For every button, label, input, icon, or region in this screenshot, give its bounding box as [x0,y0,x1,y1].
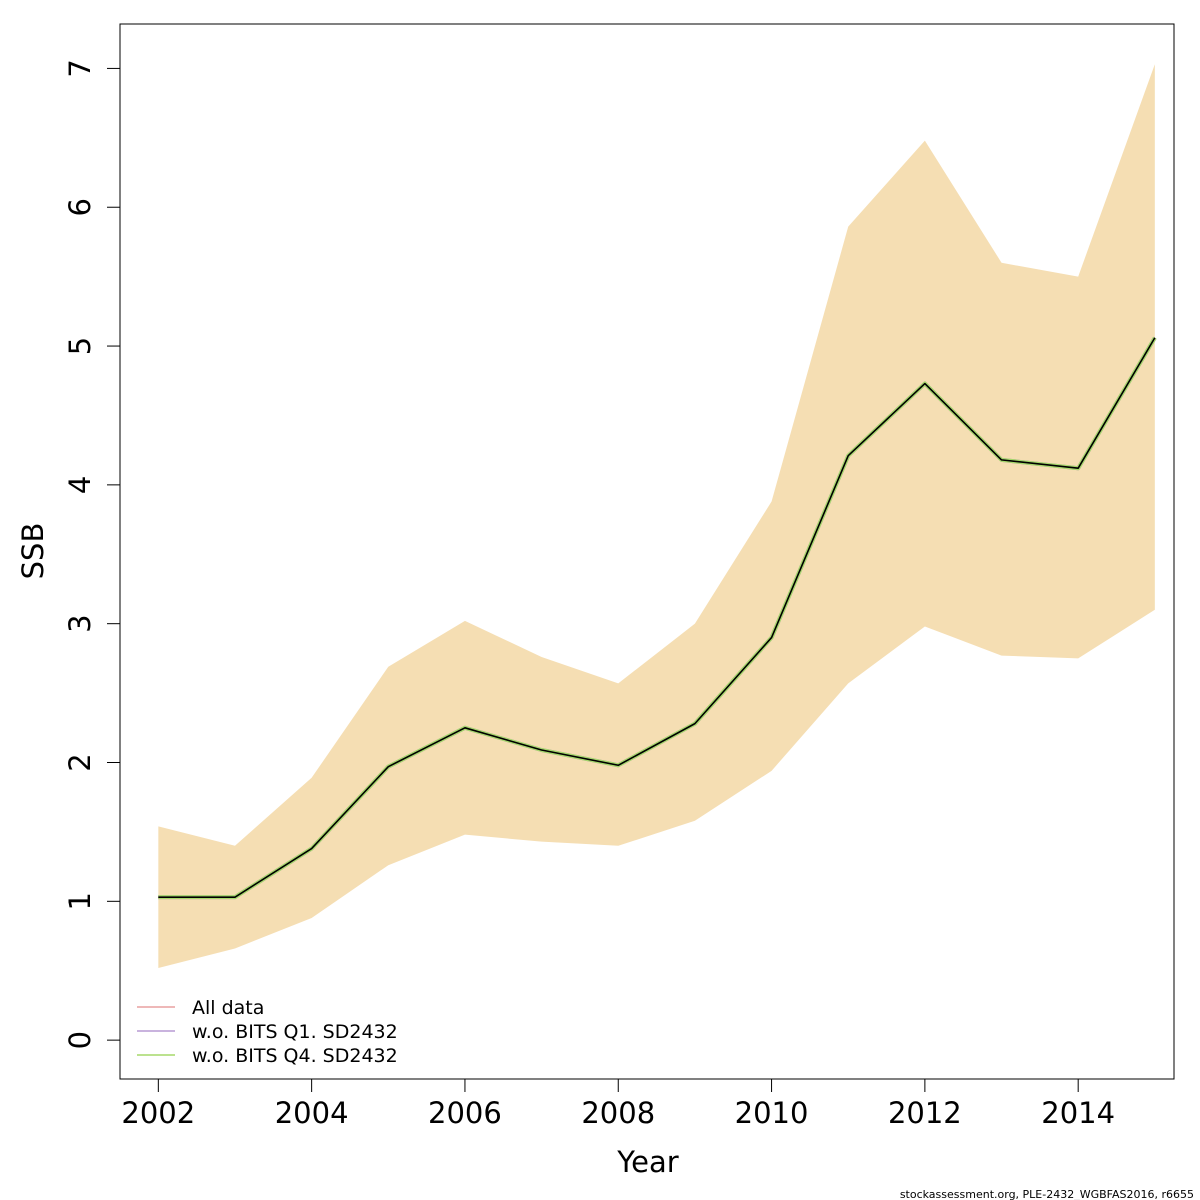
y-tick-label-1: 1 [63,892,97,910]
x-tick-label-2004: 2004 [275,1096,349,1130]
legend-label-3: w.o. BITS Q4. SD2432 [192,1045,398,1067]
x-tick-label-2008: 2008 [581,1096,655,1130]
confidence-band [158,64,1155,968]
y-axis-title: SSB [16,523,50,580]
x-axis-title: Year [616,1145,678,1179]
legend-label-2: w.o. BITS Q1. SD2432 [192,1021,398,1043]
x-axis: 2002 2004 2006 2008 2010 2012 2014 [121,1078,1115,1130]
confidence-band-layer [158,64,1155,968]
footer-credit: stockassessment.org, PLE-2432_WGBFAS2016… [900,1188,1194,1200]
y-tick-label-0: 0 [63,1031,97,1049]
x-tick-label-2010: 2010 [735,1096,809,1130]
y-tick-label-2: 2 [63,753,97,771]
estimate-line [158,337,1156,898]
y-tick-label-7: 7 [63,59,97,77]
x-tick-label-2012: 2012 [888,1096,962,1130]
y-axis: 0 1 2 3 4 5 6 7 [63,59,121,1049]
x-tick-label-2006: 2006 [428,1096,502,1130]
y-tick-label-4: 4 [63,476,97,494]
y-tick-label-5: 5 [63,337,97,355]
legend-label-1: All data [192,997,264,1019]
y-tick-label-6: 6 [63,198,97,216]
x-tick-label-2002: 2002 [121,1096,195,1130]
estimate-line-layer [158,337,1156,898]
y-tick-label-3: 3 [63,614,97,632]
x-tick-label-2014: 2014 [1041,1096,1115,1130]
